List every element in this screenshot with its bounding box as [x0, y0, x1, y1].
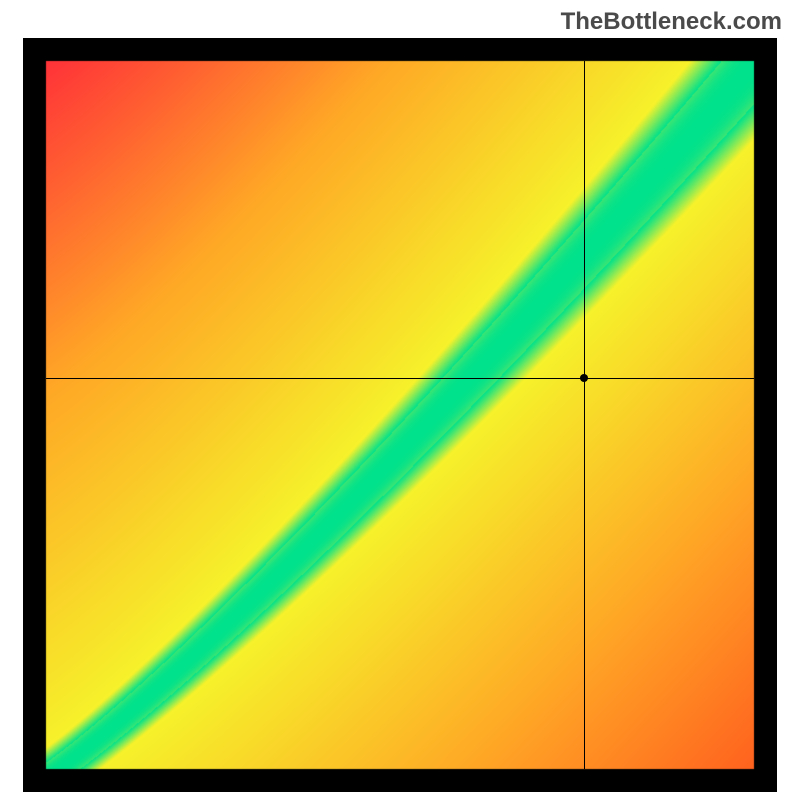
heatmap-canvas — [23, 38, 777, 792]
crosshair-horizontal — [46, 378, 754, 379]
crosshair-vertical — [584, 61, 585, 769]
crosshair-dot — [580, 374, 588, 382]
chart-container: TheBottleneck.com — [0, 0, 800, 800]
plot-frame — [23, 38, 777, 792]
watermark-text: TheBottleneck.com — [561, 8, 782, 36]
